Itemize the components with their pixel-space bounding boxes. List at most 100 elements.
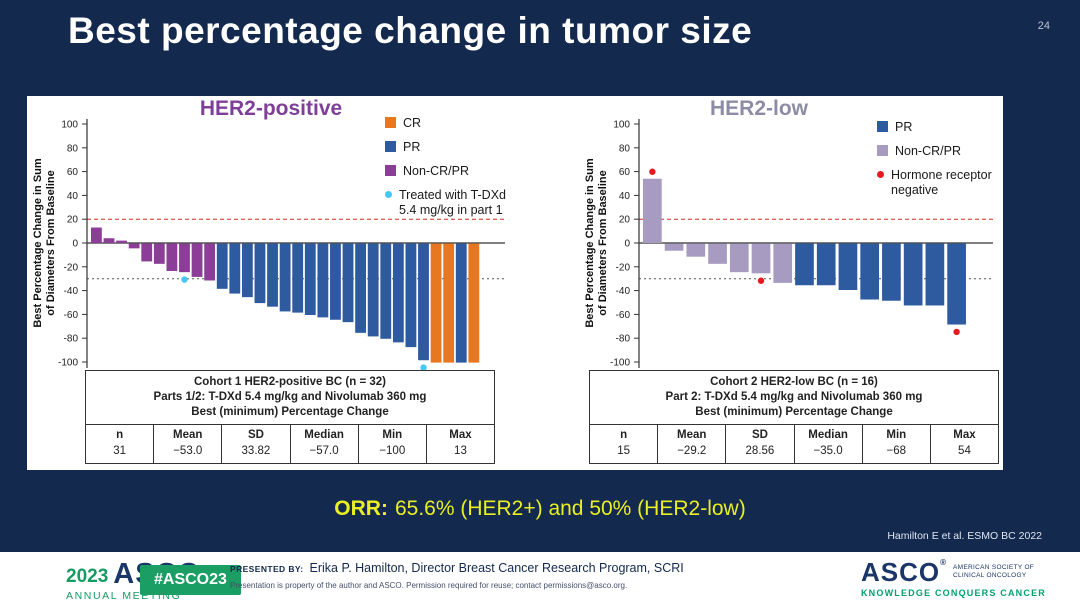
legend-label: PR	[403, 140, 421, 154]
chart-her2-low: HER2-low 100 80 60 40 20 0 -20 -40 -60 -80 -100 Bes…	[515, 96, 1003, 470]
legend-label: CR	[403, 116, 422, 130]
stats-table-header: Cohort 2 HER2-low BC (n = 16) Part 2: T-D…	[590, 371, 998, 425]
y-tick-label: 20	[619, 215, 631, 226]
waterfall-plot: 100 80 60 40 20 0 -20 -40 -60 -80 -100 Best Percent…	[584, 119, 993, 369]
waterfall-bar	[91, 227, 102, 243]
waterfall-bar	[317, 243, 329, 318]
table-cell: Min −68	[863, 424, 931, 463]
waterfall-bar	[773, 243, 793, 283]
waterfall-bar	[418, 243, 429, 361]
waterfall-bar	[686, 243, 706, 257]
y-tick-label: 100	[61, 120, 78, 131]
table-value: 54	[958, 444, 971, 457]
tdxd-part1-marker-dot	[181, 276, 188, 283]
asco-society-logo: ASCO® AMERICAN SOCIETY OF CLINICAL ONCOL…	[861, 558, 1046, 599]
legend-square-icon	[385, 117, 396, 128]
table-cell: Max 13	[427, 425, 494, 463]
waterfall-bar	[468, 243, 480, 363]
waterfall-bar	[838, 243, 858, 291]
table-value: −35.0	[813, 444, 843, 457]
table-column-header: Min	[886, 428, 907, 441]
waterfall-bar	[116, 240, 127, 243]
hormone-receptor-negative-marker-dot	[953, 328, 960, 336]
legend: CR PR Non-CR/PR Treated with T-DXd 5.4 mg/k…	[385, 116, 506, 218]
table-value: 15	[617, 444, 630, 457]
waterfall-bar	[191, 243, 203, 277]
table-header-line: Best (minimum) Percentage Change	[191, 405, 389, 418]
orr-label: ORR:	[334, 497, 388, 520]
waterfall-bar	[254, 243, 266, 304]
table-header-line: Part 2: T-DXd 5.4 mg/kg and Nivolumab 36…	[665, 390, 923, 403]
legend-dot-icon	[877, 171, 884, 178]
stats-table-columns: n 15 Mean −29.2 SD 28.56 Median −35.0 Min −68 Max 5…	[590, 424, 998, 463]
orr-summary: ORR: 65.6% (HER2+) and 50% (HER2-low)	[0, 497, 1080, 521]
footer-bar: 2023 ASCO ANNUAL MEETING #ASCO23 PRESENT…	[0, 552, 1080, 608]
table-cell: Median −57.0	[291, 424, 359, 463]
legend-item: PR	[877, 120, 992, 135]
y-tick-label: 100	[613, 120, 630, 131]
table-value: −29.2	[677, 444, 707, 457]
y-tick-label: -100	[58, 358, 78, 369]
y-tick-label: 80	[67, 143, 79, 154]
table-column-header: Max	[449, 428, 472, 441]
table-column-header: n	[116, 428, 124, 441]
table-header-line: Cohort 1 HER2-positive BC (n = 32)	[193, 376, 386, 388]
table-column-header: Max	[953, 428, 976, 441]
waterfall-bar	[103, 238, 115, 243]
waterfall-bar	[816, 243, 836, 286]
waterfall-bar	[430, 243, 442, 363]
logo-year: 2023	[66, 566, 109, 587]
table-cell: Max 54	[931, 425, 998, 463]
waterfall-bar	[795, 243, 814, 286]
table-cell: n 31	[86, 424, 155, 463]
waterfall-bar	[229, 243, 241, 294]
waterfall-bar	[141, 243, 153, 262]
legend-label: Non-CR/PR	[403, 164, 469, 178]
waterfall-bar	[751, 243, 771, 274]
presented-by-row: PRESENTED BY: Erika P. Hamilton, Directo…	[230, 561, 684, 575]
y-tick-label: -60	[64, 310, 79, 321]
y-tick-label: 40	[67, 191, 79, 202]
legend-label: Hormone receptor negative	[891, 168, 992, 197]
logo-annual-meeting: ANNUAL MEETING	[66, 590, 182, 602]
y-tick-label: -60	[616, 310, 631, 321]
registered-mark-icon: ®	[940, 558, 948, 567]
y-tick-label: -20	[616, 262, 631, 273]
legend-item: Non-CR/PR	[385, 164, 506, 179]
table-column-header: Min	[382, 428, 403, 441]
waterfall-bar	[380, 243, 392, 339]
y-tick-label: -40	[616, 286, 631, 297]
waterfall-bar	[179, 243, 190, 273]
stats-table-header: Cohort 1 HER2-positive BC (n = 32) Parts …	[86, 371, 494, 425]
disclaimer-text: Presentation is property of the author a…	[230, 581, 628, 590]
presenter-name: Erika P. Hamilton, Director Breast Cance…	[309, 561, 684, 575]
waterfall-bar	[405, 243, 417, 348]
chart-her2-positive: HER2-positive 100 80 60 40 20 0 -20 -40 -60 -80 -1…	[27, 96, 515, 470]
y-axis-label: Best Percentage Change in Sum	[32, 158, 44, 328]
legend-square-icon	[385, 165, 396, 176]
waterfall-bar	[925, 243, 945, 306]
waterfall-bar	[367, 243, 379, 337]
legend: PR Non-CR/PR Hormone receptor negative	[877, 120, 992, 198]
presented-by-block: PRESENTED BY: Erika P. Hamilton, Directo…	[230, 561, 684, 590]
waterfall-bar	[216, 243, 228, 289]
y-tick-label: -80	[616, 334, 631, 345]
table-value: 31	[113, 444, 126, 457]
waterfall-bar	[166, 243, 178, 271]
table-header-line: Parts 1/2: T-DXd 5.4 mg/kg and Nivolumab…	[153, 390, 427, 403]
waterfall-bar	[947, 243, 966, 325]
table-value: −100	[379, 444, 406, 457]
waterfall-bar	[330, 243, 341, 320]
hormone-receptor-negative-marker-dot	[649, 168, 656, 175]
waterfall-bar	[128, 243, 140, 249]
table-column-header: SD	[751, 428, 768, 441]
y-tick-label: 20	[67, 215, 79, 226]
waterfall-bar	[882, 243, 901, 301]
table-column-header: Median	[304, 428, 344, 441]
legend-item: PR	[385, 140, 506, 155]
table-cell: Mean −53.0	[154, 424, 223, 463]
hormone-receptor-negative-marker-dot	[757, 277, 765, 284]
table-cell: Mean −29.2	[658, 424, 727, 463]
legend-item: CR	[385, 116, 506, 131]
legend-label: Non-CR/PR	[895, 144, 961, 158]
